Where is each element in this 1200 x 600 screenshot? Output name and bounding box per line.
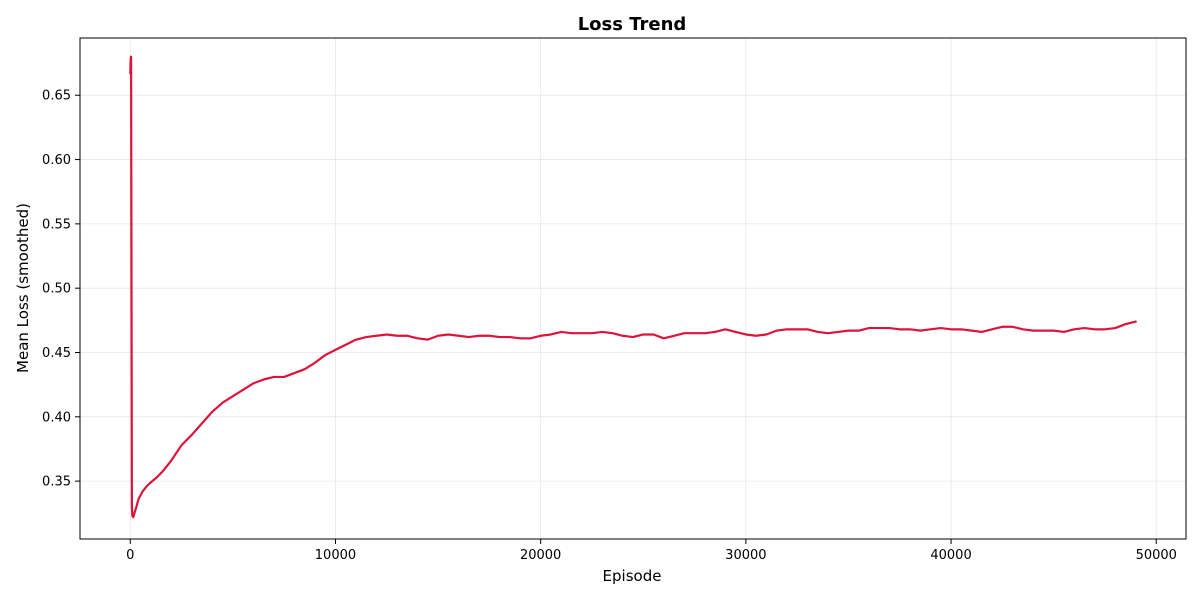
loss-series-line: [129, 55, 1137, 519]
x-tick-label: 20000: [520, 548, 561, 563]
chart-title: Loss Trend: [578, 14, 687, 35]
x-tick-label: 30000: [725, 548, 766, 563]
y-tick-label: 0.45: [42, 346, 71, 361]
tick-layer: 0 10000 20000 30000 40000 50000 0.35 0.40 0.45 0.…: [42, 89, 1177, 563]
x-tick-label: 10000: [315, 548, 356, 563]
y-tick-label: 0.40: [42, 410, 71, 425]
y-tick-label: 0.50: [42, 282, 71, 297]
series-layer: [129, 55, 1137, 519]
grid-layer: [80, 38, 1186, 539]
x-tick-label: 50000: [1136, 548, 1177, 563]
y-tick-label: 0.65: [42, 89, 71, 104]
x-tick-label: 0: [126, 548, 134, 563]
x-tick-label: 40000: [930, 548, 971, 563]
y-tick-label: 0.55: [42, 217, 71, 232]
x-axis-label: Episode: [603, 567, 662, 585]
y-tick-label: 0.35: [42, 475, 71, 490]
y-tick-label: 0.60: [42, 153, 71, 168]
y-axis-label: Mean Loss (smoothed): [14, 203, 32, 373]
